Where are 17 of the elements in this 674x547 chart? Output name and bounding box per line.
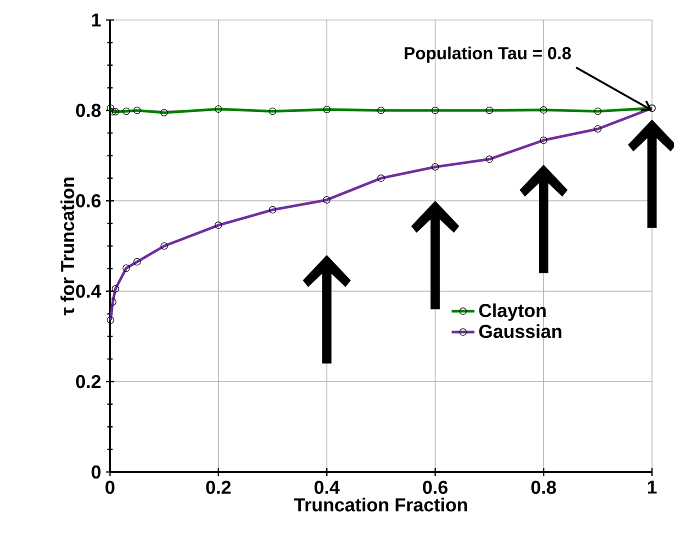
- x-tick-label: 0.6: [422, 480, 448, 494]
- y-tick-label: 0.8: [76, 104, 101, 118]
- x-axis-title: Truncation Fraction: [294, 498, 467, 512]
- y-tick-label: 0.4: [76, 284, 102, 298]
- x-tick-label: 0: [106, 480, 114, 494]
- y-tick-label: 0.2: [76, 374, 101, 388]
- y-axis-title: τ for Truncation: [60, 178, 74, 316]
- legend-label: Gaussian: [479, 324, 562, 338]
- y-tick-label: 1: [92, 14, 101, 26]
- x-tick-label: 0.8: [531, 480, 556, 494]
- x-tick-label: 0.2: [206, 480, 231, 494]
- x-tick-label: 1: [648, 480, 657, 494]
- y-tick-label: 0: [92, 465, 101, 479]
- y-tick-label: 0.6: [76, 194, 101, 208]
- legend-label: Clayton: [479, 303, 546, 321]
- annotation: Population Tau = 0.8: [404, 46, 571, 63]
- x-tick-label: 0.4: [314, 480, 340, 494]
